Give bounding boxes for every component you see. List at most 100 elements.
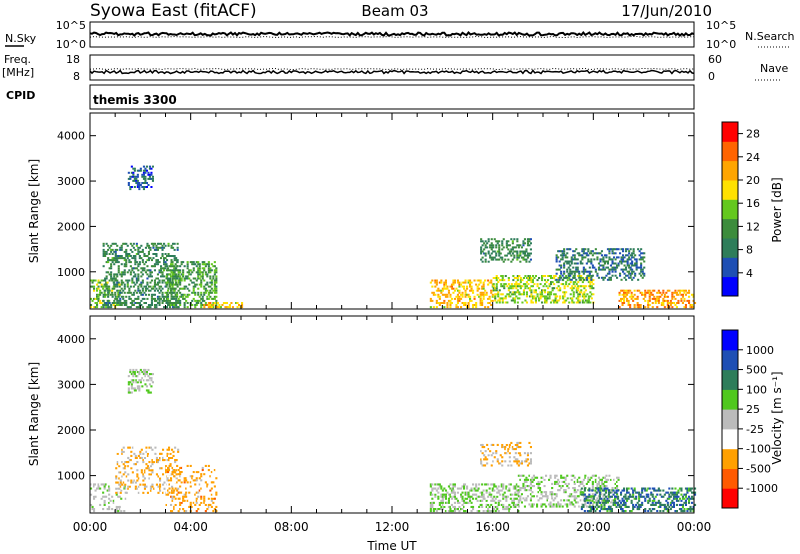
echo-cell: [148, 175, 151, 178]
echo-cell: [163, 459, 166, 462]
echo-cell: [116, 452, 119, 455]
echo-cell: [583, 489, 586, 492]
echo-cell: [429, 510, 432, 513]
echo-cell: [493, 495, 496, 498]
echo-cell: [582, 250, 585, 253]
echo-cell: [93, 297, 96, 300]
echo-cell: [200, 304, 203, 306]
echo-cell: [557, 289, 560, 292]
nsearch-label: N.Search: [745, 30, 795, 43]
echo-cell: [657, 295, 660, 298]
echo-cell: [528, 240, 531, 243]
echo-cell: [581, 254, 584, 257]
echo-cell: [525, 476, 528, 479]
echo-cell: [461, 485, 464, 488]
echo-cell: [497, 491, 500, 494]
echo-cell: [573, 497, 576, 500]
echo-cell: [602, 482, 605, 485]
echo-cell: [127, 184, 130, 186]
echo-cell: [598, 495, 601, 498]
echo-cell: [623, 487, 626, 490]
echo-cell: [472, 306, 475, 309]
echo-cell: [151, 448, 154, 451]
echo-cell: [171, 471, 174, 474]
echo-cell: [119, 257, 122, 260]
echo-cell: [492, 246, 495, 249]
echo-cell: [114, 261, 117, 264]
echo-cell: [680, 499, 683, 502]
nave-tick-top: 60: [708, 53, 722, 66]
echo-cell: [170, 244, 173, 247]
echo-cell: [102, 510, 105, 513]
echo-cell: [207, 291, 210, 294]
echo-cell: [638, 272, 641, 275]
echo-cell: [134, 289, 137, 292]
echo-cell: [485, 497, 488, 500]
echo-cell: [581, 285, 584, 288]
echo-cell: [678, 508, 681, 511]
echo-cell: [447, 485, 450, 488]
echo-cell: [119, 463, 122, 466]
echo-cell: [548, 489, 551, 492]
echo-cell: [191, 505, 194, 508]
echo-cell: [680, 489, 683, 492]
echo-cell: [197, 505, 200, 508]
echo-cell: [132, 246, 135, 249]
echo-cell: [168, 501, 171, 504]
echo-cell: [525, 260, 528, 263]
echo-cell: [100, 495, 103, 498]
echo-cell: [637, 248, 640, 251]
echo-cell: [157, 477, 160, 480]
echo-cell: [564, 491, 567, 494]
echo-cell: [147, 293, 150, 296]
echo-cell: [515, 281, 518, 284]
echo-cell: [160, 271, 163, 274]
echo-cell: [168, 489, 171, 492]
echo-cell: [93, 493, 96, 496]
echo-cell: [511, 252, 514, 255]
echo-cell: [200, 501, 203, 504]
echo-cell: [434, 281, 437, 284]
echo-cell: [222, 302, 225, 304]
echo-cell: [629, 258, 632, 261]
echo-cell: [582, 485, 585, 488]
echo-cell: [215, 281, 218, 284]
echo-cell: [165, 479, 168, 482]
echo-cell: [106, 489, 109, 492]
echo-cell: [564, 489, 567, 492]
echo-cell: [481, 450, 484, 453]
echo-cell: [198, 277, 201, 280]
echo-cell: [507, 464, 510, 467]
echo-cell: [642, 495, 645, 498]
echo-cell: [508, 460, 511, 463]
echo-cell: [484, 279, 487, 282]
echo-cell: [160, 297, 163, 300]
echo-cell: [476, 501, 479, 504]
echo-cell: [143, 297, 146, 300]
echo-cell: [613, 505, 616, 508]
echo-cell: [137, 265, 140, 268]
echo-cell: [517, 450, 520, 453]
echo-cell: [155, 448, 158, 451]
echo-cell: [694, 491, 697, 494]
echo-cell: [96, 485, 99, 488]
echo-cell: [195, 279, 198, 282]
echo-cell: [175, 475, 178, 478]
echo-cell: [470, 285, 473, 288]
echo-cell: [153, 265, 156, 268]
echo-cell: [495, 254, 498, 257]
echo-cell: [97, 287, 100, 290]
echo-cell: [689, 489, 692, 492]
echo-cell: [176, 283, 179, 286]
echo-cell: [139, 473, 142, 476]
echo-cell: [215, 287, 218, 290]
echo-cell: [526, 495, 529, 498]
echo-cell: [129, 377, 132, 380]
echo-cell: [435, 510, 438, 513]
echo-cell: [566, 270, 569, 273]
echo-cell: [526, 452, 529, 455]
echo-cell: [542, 495, 545, 498]
echo-cell: [528, 503, 531, 506]
echo-cell: [123, 259, 126, 262]
echo-cell: [172, 450, 175, 453]
